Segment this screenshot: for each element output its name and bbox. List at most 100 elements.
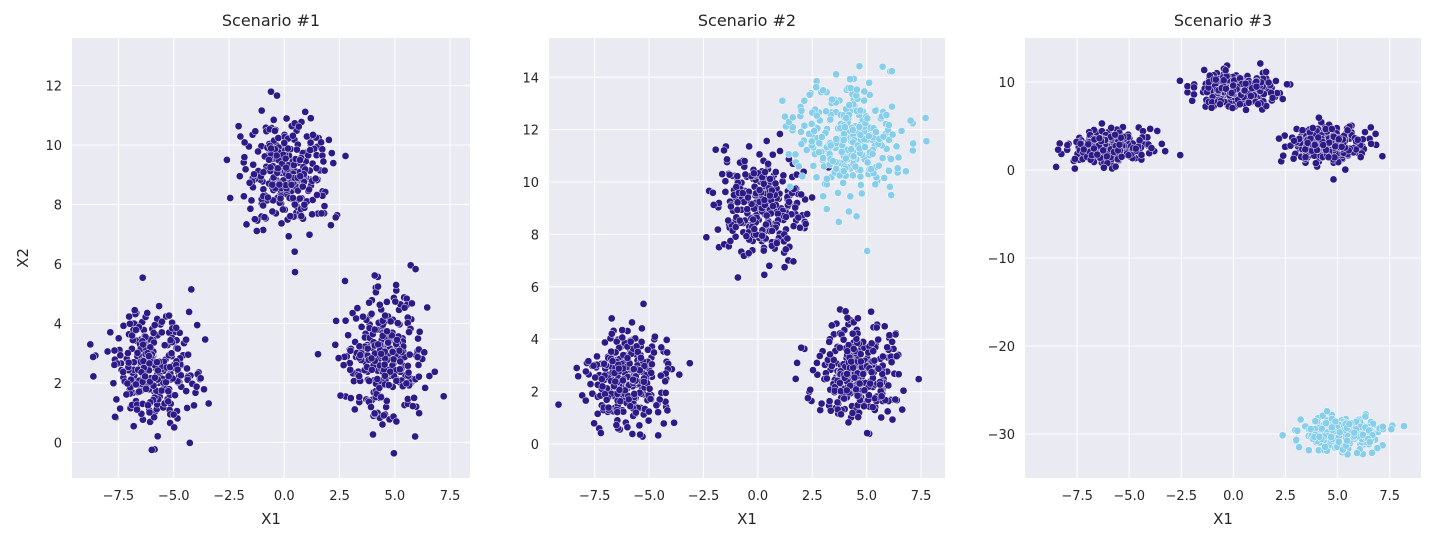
x-tick-label: 5.0 <box>1327 489 1348 504</box>
scatter-point <box>909 139 917 148</box>
panel-3: −7.5 −5.0 −2.5 0.0 2.5 5.0 7.5 10 0 −10 −20 −30 Scen… <box>988 11 1421 528</box>
scatter-point <box>791 150 800 159</box>
scatter-point <box>645 407 653 416</box>
scatter-point <box>819 86 828 95</box>
scatter-point <box>613 408 622 416</box>
scatter-point <box>145 408 154 417</box>
scatter-point <box>1295 443 1303 452</box>
scatter-point <box>755 150 764 159</box>
scatter-point <box>888 67 896 76</box>
scatter-point <box>794 213 803 222</box>
scatter-point <box>832 164 841 173</box>
scatter-point <box>166 336 175 345</box>
scatter-point <box>1353 135 1362 144</box>
scatter-point <box>277 219 286 228</box>
scatter-point <box>1301 145 1310 154</box>
scatter-point <box>857 181 865 189</box>
scatter-point <box>758 231 767 240</box>
x-tick-label: −5.0 <box>633 489 665 504</box>
scatter-point <box>282 163 290 172</box>
scatter-point <box>618 326 627 334</box>
scatter-point <box>709 188 717 197</box>
scatter-point <box>1135 136 1144 145</box>
scatter-point <box>633 348 642 356</box>
scatter-point <box>584 357 593 366</box>
scatter-point <box>866 379 875 388</box>
scatter-point <box>791 203 800 212</box>
scatter-point <box>654 408 662 417</box>
scatter-point <box>590 419 598 428</box>
scatter-point <box>639 300 648 308</box>
scatter-point <box>123 379 132 388</box>
scatter-point <box>301 108 310 116</box>
scatter-point <box>415 327 424 336</box>
scatter-point <box>390 449 398 458</box>
scatter-point <box>241 165 250 174</box>
scatter-point <box>327 149 336 157</box>
scatter-point <box>352 314 360 323</box>
scatter-point <box>822 107 830 116</box>
scatter-point <box>182 387 191 395</box>
scatter-point <box>389 355 398 364</box>
scatter-point <box>784 150 793 159</box>
x-tick-label: 5.0 <box>384 489 405 504</box>
scatter-point <box>808 193 816 202</box>
scatter-point <box>247 196 256 205</box>
scatter-point <box>812 83 821 92</box>
y-axis-label: X2 <box>14 248 32 268</box>
scatter-point <box>143 309 152 317</box>
scatter-point <box>293 145 301 154</box>
scatter-point <box>892 142 901 151</box>
scatter-point <box>853 85 861 94</box>
scatter-point <box>377 393 385 402</box>
scatter-point <box>110 361 119 369</box>
scatter-point <box>133 405 141 414</box>
scatter-point <box>750 225 759 233</box>
scatter-point <box>601 338 609 347</box>
scatter-point <box>1361 128 1369 136</box>
scatter-point <box>892 352 901 361</box>
scatter-point <box>860 386 869 395</box>
scatter-point <box>1356 153 1365 161</box>
scatter-point <box>865 78 874 87</box>
y-tick-label: 6 <box>54 258 62 273</box>
scatter-point <box>726 237 735 245</box>
scatter-point <box>623 354 632 362</box>
scatter-point <box>284 144 292 153</box>
scatter-point <box>743 205 752 214</box>
scatter-point <box>794 162 803 171</box>
scatter-point <box>1328 423 1336 432</box>
scatter-point <box>109 379 118 388</box>
scatter-point <box>1319 141 1328 149</box>
scatter-point <box>341 152 350 160</box>
scatter-point <box>353 304 362 312</box>
scatter-point <box>878 62 887 71</box>
scatter-point <box>1111 130 1119 139</box>
scatter-point <box>1236 100 1244 109</box>
scatter-point <box>226 194 235 202</box>
scatter-point <box>1222 84 1230 93</box>
scatter-point <box>663 406 672 415</box>
scatter-point <box>872 128 880 136</box>
scatter-point <box>893 164 902 173</box>
scatter-point <box>846 192 855 201</box>
scatter-point <box>797 190 806 199</box>
scatter-point <box>735 216 744 225</box>
scatter-point <box>822 205 831 213</box>
scatter-point <box>898 405 907 414</box>
scatter-point <box>880 322 889 331</box>
scatter-point <box>778 96 787 105</box>
scatter-point <box>823 174 831 183</box>
scatter-point <box>128 331 136 340</box>
scatter-point <box>582 367 590 376</box>
scatter-point <box>344 331 352 340</box>
scatter-point <box>841 307 850 316</box>
scatter-point <box>421 384 429 392</box>
scatter-point <box>1252 82 1261 91</box>
scatter-point <box>355 342 364 351</box>
scatter-point <box>629 365 638 373</box>
scatter-point <box>363 344 372 353</box>
scatter-point <box>652 401 661 410</box>
scatter-point <box>804 394 812 402</box>
scatter-point <box>331 213 340 222</box>
